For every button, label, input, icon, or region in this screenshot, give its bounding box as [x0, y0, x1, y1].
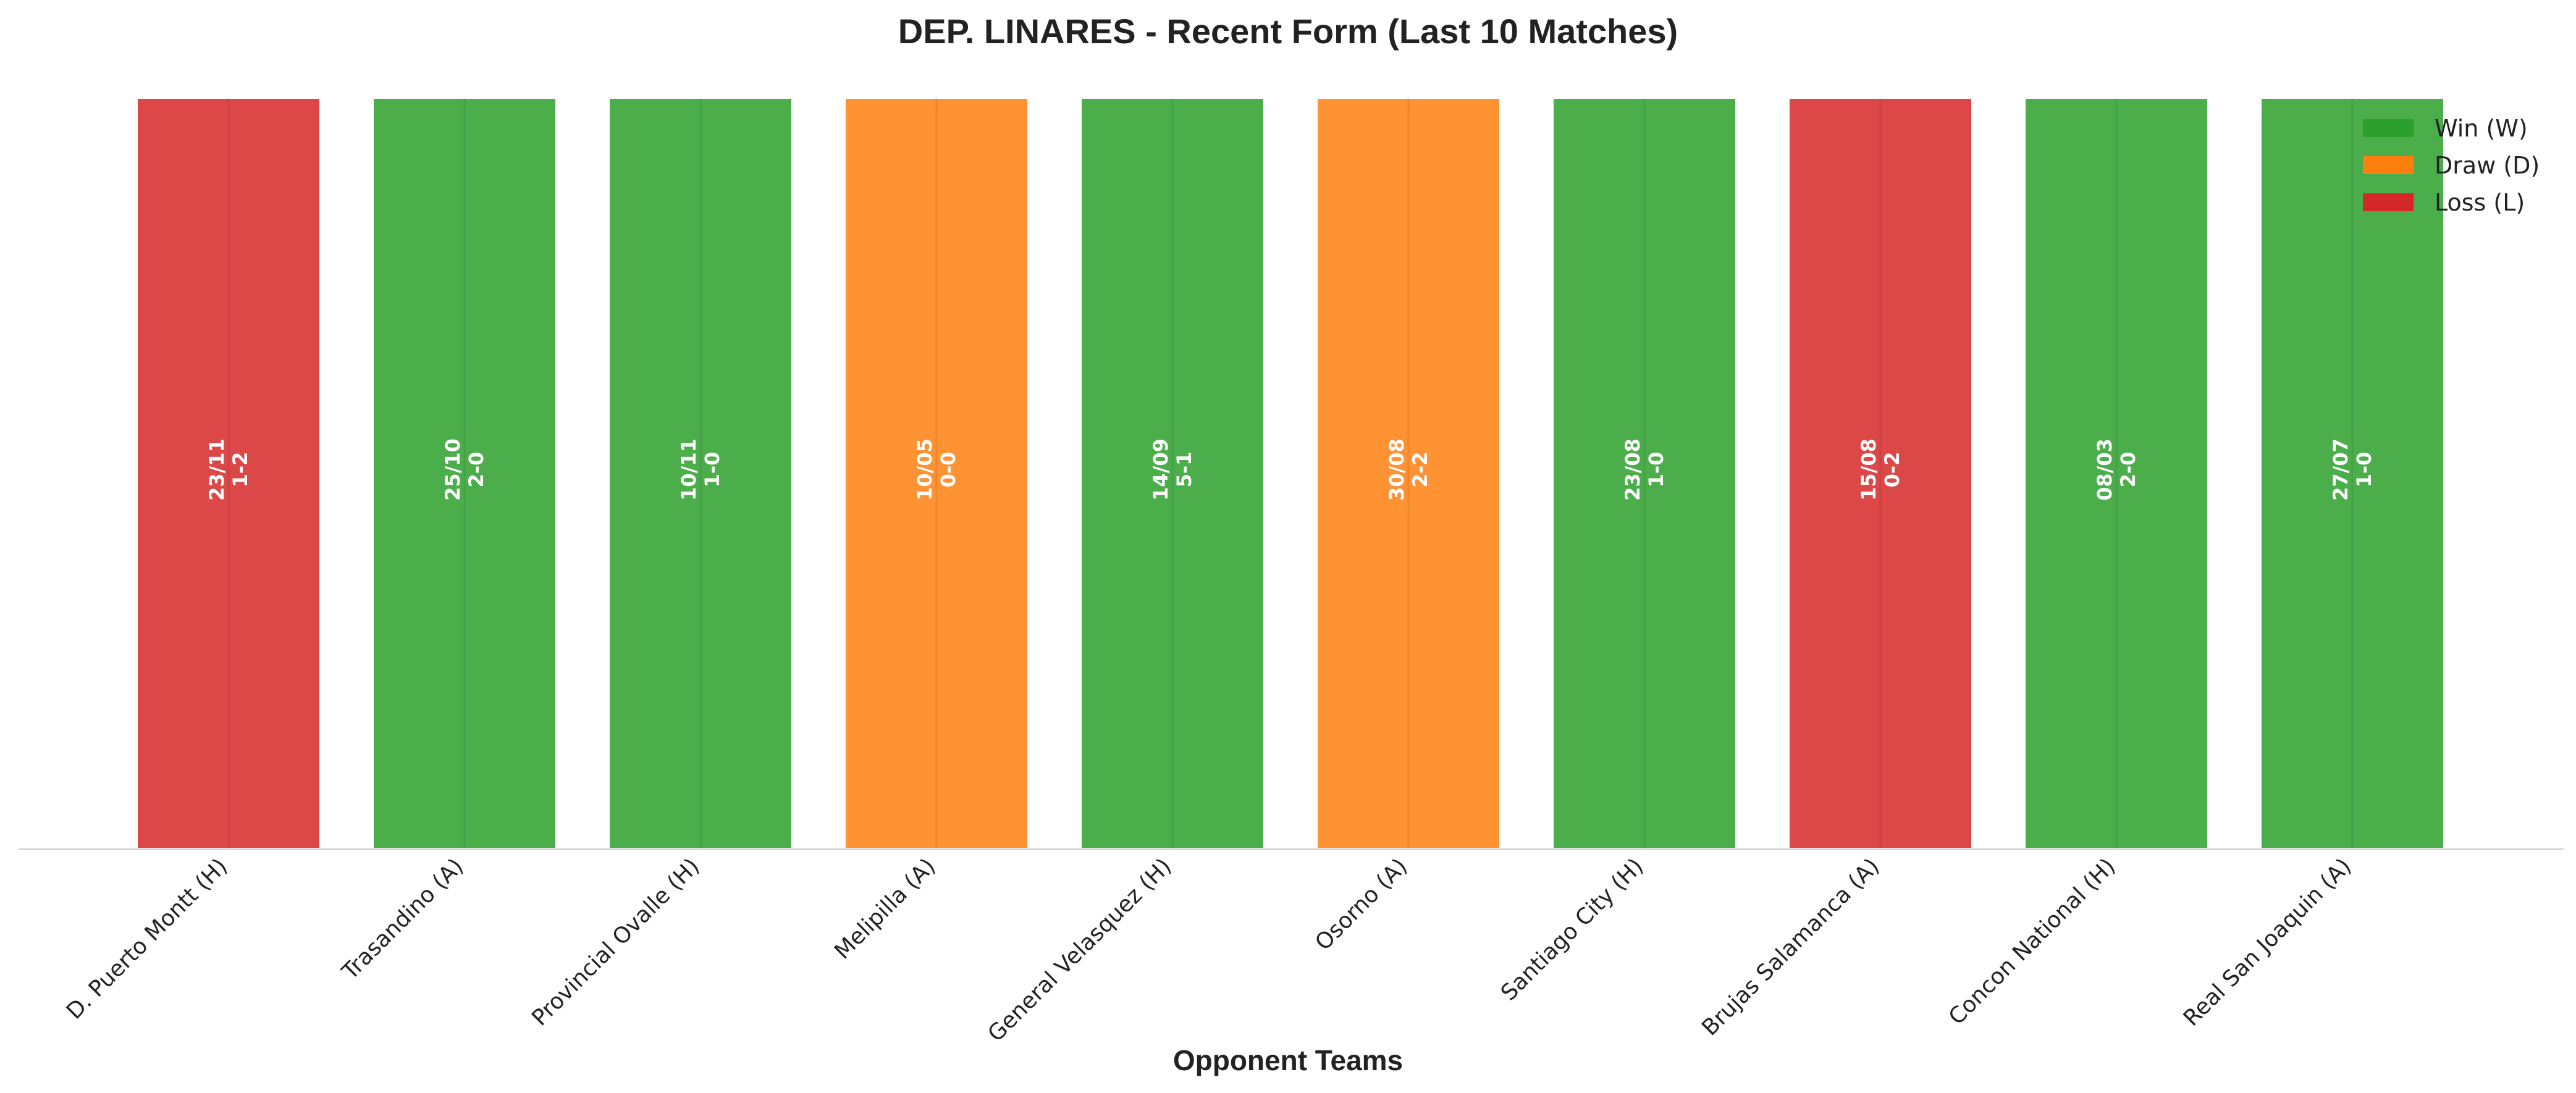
- bar-score-label: 1-0: [2352, 452, 2376, 488]
- bar-score-label: 5-1: [1172, 452, 1196, 488]
- bar-score-label: 2-2: [1408, 452, 1432, 488]
- legend-swatch: [2363, 156, 2414, 174]
- bar-date-label: 08/03: [2093, 438, 2116, 501]
- bar: [1787, 96, 1974, 850]
- bar: [2259, 96, 2446, 850]
- x-axis-label: Opponent Teams: [1173, 1044, 1403, 1076]
- bar-date-label: 14/09: [1149, 438, 1172, 501]
- bar-score-label: 2-0: [2116, 452, 2140, 488]
- x-tick-label: Concon National (H): [1944, 853, 2120, 1029]
- x-tick-label: D. Puerto Montt (H): [62, 853, 232, 1024]
- x-tick-label: Santiago City (H): [1496, 853, 1648, 1005]
- x-tick-label: Real San Joaquin (A): [2179, 853, 2356, 1031]
- legend-swatch: [2363, 119, 2414, 137]
- bar-date-label: 23/08: [1621, 438, 1644, 501]
- legend: Win (W) Draw (D) Loss (L): [2363, 115, 2540, 216]
- bar-score-label: 1-2: [229, 452, 252, 488]
- bar-date-label: 23/11: [205, 438, 229, 501]
- bar: [1551, 96, 1738, 850]
- x-tick-label: Brujas Salamanca (A): [1697, 853, 1884, 1041]
- bar-score-label: 1-0: [701, 452, 724, 488]
- bar-date-label: 15/08: [1857, 438, 1880, 501]
- legend-label: Win (W): [2435, 115, 2528, 142]
- bar-date-label: 30/08: [1385, 438, 1408, 501]
- bar-score-label: 0-0: [937, 452, 960, 488]
- legend-swatch: [2363, 193, 2414, 211]
- bar-date-label: 10/05: [913, 438, 937, 501]
- bar-score-label: 1-0: [1644, 452, 1668, 488]
- x-tick-label: Provincial Ovalle (H): [527, 853, 704, 1031]
- bar: [1079, 96, 1266, 850]
- bar: [607, 96, 794, 850]
- bar: [135, 96, 322, 850]
- bar-date-label: 10/11: [677, 438, 701, 501]
- x-tick-label: Melipilla (A): [830, 853, 940, 964]
- legend-label: Draw (D): [2435, 152, 2540, 179]
- x-tick-label: General Velasquez (H): [983, 853, 1177, 1047]
- x-tick-labels: D. Puerto Montt (H) Trasandino (A) Provinc…: [62, 853, 2356, 1047]
- bar-score-label: 2-0: [465, 452, 488, 488]
- x-tick-label: Osorno (A): [1310, 853, 1412, 955]
- bar-date-label: 27/07: [2329, 438, 2352, 501]
- legend-label: Loss (L): [2435, 189, 2525, 216]
- bar: [371, 96, 558, 850]
- bar-score-label: 0-2: [1880, 452, 1904, 488]
- x-tick-label: Trasandino (A): [337, 853, 468, 985]
- bars-layer: 23/11 1-2 25/10 2-0 10/11 1-0 10/05 0-0 14/09 5-1…: [135, 96, 2446, 850]
- bar: [843, 96, 1030, 850]
- chart-title: DEP. LINARES - Recent Form (Last 10 Matc…: [898, 12, 1678, 51]
- bar: [1315, 96, 1502, 850]
- bar-date-label: 25/10: [441, 438, 465, 501]
